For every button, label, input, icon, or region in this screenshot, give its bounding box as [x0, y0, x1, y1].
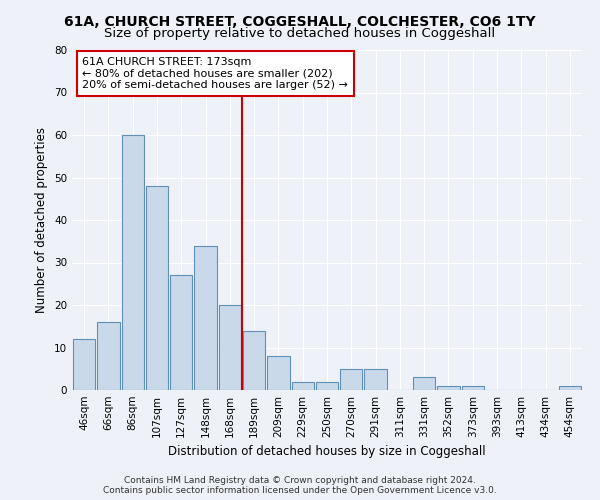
- Bar: [170, 275, 193, 390]
- Bar: [316, 382, 338, 390]
- Text: 61A CHURCH STREET: 173sqm
← 80% of detached houses are smaller (202)
20% of semi: 61A CHURCH STREET: 173sqm ← 80% of detac…: [82, 57, 348, 90]
- Bar: [218, 305, 241, 390]
- Bar: [559, 386, 581, 390]
- Bar: [437, 386, 460, 390]
- Bar: [146, 186, 168, 390]
- X-axis label: Distribution of detached houses by size in Coggeshall: Distribution of detached houses by size …: [168, 446, 486, 458]
- Bar: [97, 322, 119, 390]
- Text: Contains HM Land Registry data © Crown copyright and database right 2024.
Contai: Contains HM Land Registry data © Crown c…: [103, 476, 497, 495]
- Bar: [413, 378, 436, 390]
- Bar: [461, 386, 484, 390]
- Bar: [364, 369, 387, 390]
- Bar: [243, 330, 265, 390]
- Y-axis label: Number of detached properties: Number of detached properties: [35, 127, 49, 313]
- Bar: [340, 369, 362, 390]
- Bar: [73, 339, 95, 390]
- Text: Size of property relative to detached houses in Coggeshall: Size of property relative to detached ho…: [104, 28, 496, 40]
- Bar: [267, 356, 290, 390]
- Bar: [292, 382, 314, 390]
- Bar: [194, 246, 217, 390]
- Bar: [122, 135, 144, 390]
- Text: 61A, CHURCH STREET, COGGESHALL, COLCHESTER, CO6 1TY: 61A, CHURCH STREET, COGGESHALL, COLCHEST…: [64, 15, 536, 29]
